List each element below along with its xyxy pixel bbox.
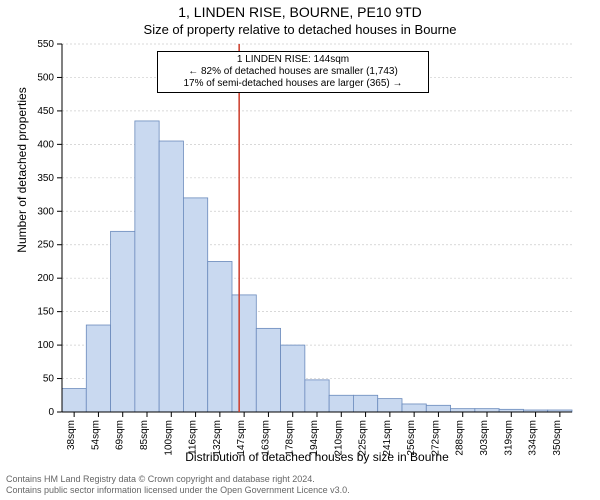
svg-text:132sqm: 132sqm [212, 420, 223, 456]
svg-text:100sqm: 100sqm [163, 420, 174, 456]
annotation-line1: 1 LINDEN RISE: 144sqm [162, 54, 424, 66]
svg-text:150: 150 [37, 307, 54, 318]
page-title: 1, LINDEN RISE, BOURNE, PE10 9TD [0, 4, 600, 20]
svg-text:350: 350 [37, 173, 54, 184]
chart-area: 05010015020025030035040045050055038sqm54… [62, 44, 572, 412]
svg-text:400: 400 [37, 139, 54, 150]
chart-container: 1, LINDEN RISE, BOURNE, PE10 9TD Size of… [0, 0, 600, 500]
svg-text:225sqm: 225sqm [358, 420, 369, 456]
svg-text:319sqm: 319sqm [503, 420, 514, 456]
svg-text:256sqm: 256sqm [406, 420, 417, 456]
y-axis-label: Number of detached properties [15, 20, 29, 320]
footer-line1: Contains HM Land Registry data © Crown c… [6, 474, 594, 485]
svg-text:100: 100 [37, 340, 54, 351]
svg-text:350sqm: 350sqm [552, 420, 563, 456]
svg-text:147sqm: 147sqm [236, 420, 247, 456]
svg-text:0: 0 [48, 407, 54, 418]
svg-text:163sqm: 163sqm [260, 420, 271, 456]
svg-text:303sqm: 303sqm [479, 420, 490, 456]
svg-text:288sqm: 288sqm [455, 420, 466, 456]
svg-text:85sqm: 85sqm [139, 420, 150, 450]
svg-text:450: 450 [37, 106, 54, 117]
footer-line2: Contains public sector information licen… [6, 485, 594, 496]
svg-text:50: 50 [43, 374, 55, 385]
svg-text:550: 550 [37, 39, 54, 50]
svg-text:38sqm: 38sqm [66, 420, 77, 450]
svg-text:69sqm: 69sqm [115, 420, 126, 450]
annotation-line3: 17% of semi-detached houses are larger (… [162, 78, 424, 90]
svg-text:200: 200 [37, 273, 54, 284]
svg-text:54sqm: 54sqm [90, 420, 101, 450]
annotation-line2: ← 82% of detached houses are smaller (1,… [162, 66, 424, 78]
svg-text:500: 500 [37, 72, 54, 83]
svg-text:300: 300 [37, 206, 54, 217]
svg-text:116sqm: 116sqm [188, 420, 199, 455]
svg-text:334sqm: 334sqm [528, 420, 539, 456]
svg-text:178sqm: 178sqm [285, 420, 296, 456]
footer: Contains HM Land Registry data © Crown c… [6, 474, 594, 496]
chart-subtitle: Size of property relative to detached ho… [0, 22, 600, 37]
svg-text:210sqm: 210sqm [333, 420, 344, 456]
svg-text:194sqm: 194sqm [309, 420, 320, 456]
svg-text:272sqm: 272sqm [430, 420, 441, 456]
svg-text:250: 250 [37, 240, 54, 251]
svg-text:241sqm: 241sqm [382, 420, 393, 456]
histogram-svg: 05010015020025030035040045050055038sqm54… [62, 44, 572, 412]
annotation-box: 1 LINDEN RISE: 144sqm ← 82% of detached … [157, 51, 429, 93]
